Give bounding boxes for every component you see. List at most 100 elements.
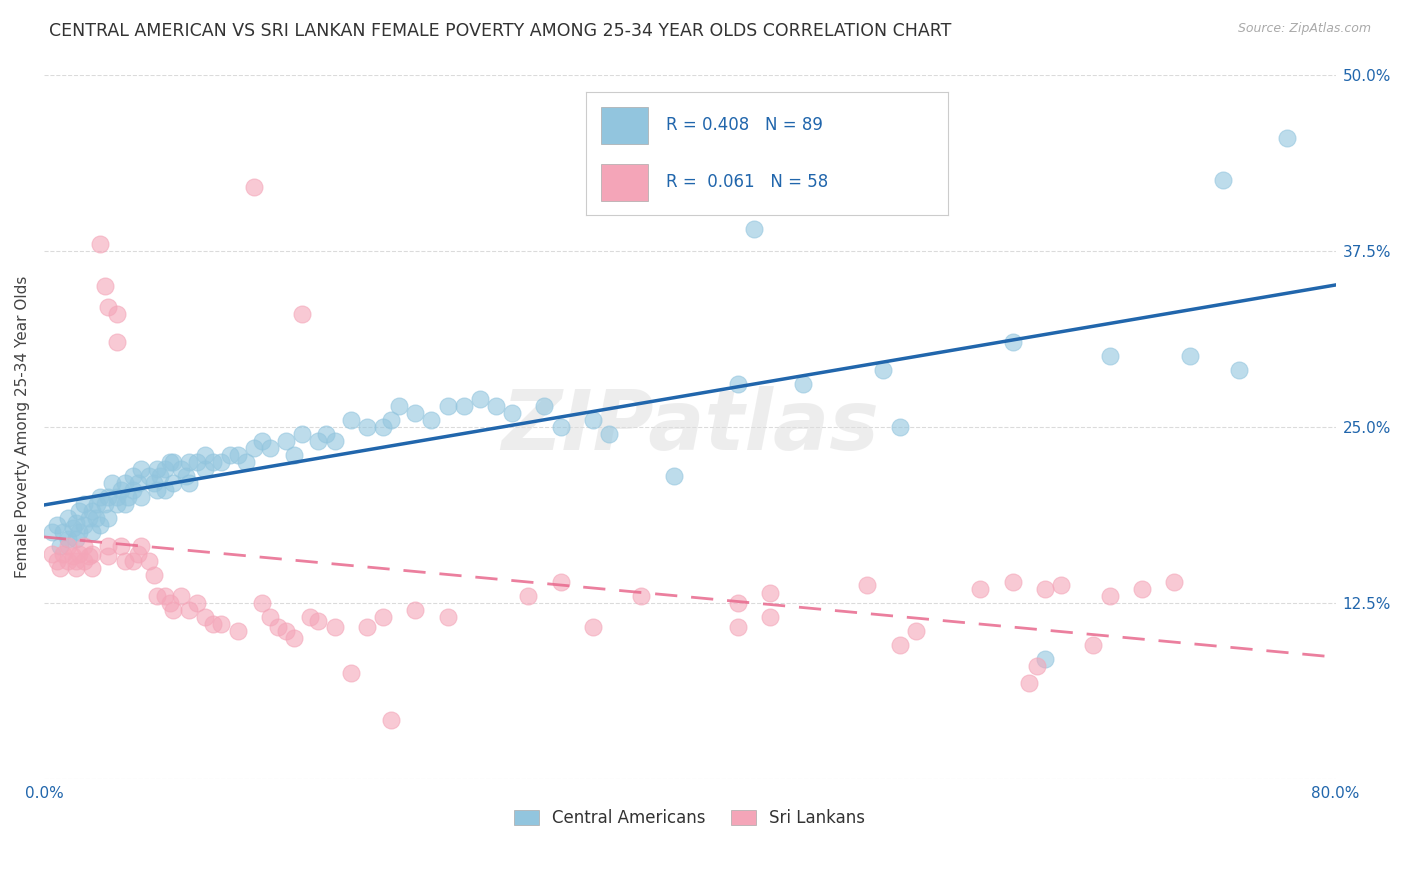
Point (211, 455, 233, 469)
Point (129, 540, 152, 554)
Point (1025, 659, 1047, 673)
Point (41, 525, 63, 540)
Point (243, 441, 266, 455)
Point (62, 521, 84, 535)
Point (179, 476, 201, 491)
Point (186, 596, 208, 610)
Point (250, 434, 273, 448)
Point (94, 497, 117, 511)
Point (84, 511, 107, 525)
Point (65, 533, 87, 547)
Point (73, 540, 96, 554)
Point (759, 586, 782, 600)
Point (356, 419, 378, 434)
Point (889, 419, 911, 434)
Point (436, 399, 458, 413)
Point (153, 462, 176, 476)
Point (52, 547, 75, 561)
Point (501, 406, 523, 420)
Point (259, 610, 281, 624)
Point (146, 462, 169, 476)
Point (97, 300, 120, 314)
Point (77, 511, 100, 525)
Point (1018, 676, 1040, 690)
Point (1212, 173, 1234, 187)
Legend: Central Americans, Sri Lankans: Central Americans, Sri Lankans (508, 803, 872, 834)
Point (127, 476, 149, 491)
Point (97, 490, 120, 504)
Point (65, 560, 87, 574)
Point (82, 525, 104, 540)
Point (662, 469, 685, 483)
Point (129, 490, 152, 504)
Point (315, 426, 337, 441)
Point (533, 399, 555, 413)
Point (371, 610, 394, 624)
Point (41, 547, 63, 561)
Point (630, 589, 652, 603)
Point (52, 525, 75, 540)
Point (159, 596, 181, 610)
Point (323, 620, 346, 634)
Point (49, 560, 72, 574)
Point (121, 553, 143, 567)
Point (550, 419, 572, 434)
Text: Source: ZipAtlas.com: Source: ZipAtlas.com (1237, 22, 1371, 36)
Point (1033, 582, 1056, 596)
Point (179, 603, 201, 617)
Point (105, 307, 128, 321)
Point (727, 377, 749, 392)
Point (82, 504, 104, 518)
Point (598, 426, 620, 441)
Point (1163, 574, 1185, 589)
Point (259, 441, 281, 455)
Point (110, 540, 132, 554)
Point (45, 518, 67, 533)
Point (162, 455, 184, 469)
Point (1001, 335, 1024, 350)
Point (62, 549, 84, 564)
Point (380, 412, 402, 426)
Point (56, 553, 79, 567)
Point (129, 462, 152, 476)
Point (194, 448, 217, 462)
Point (727, 596, 749, 610)
Point (1050, 577, 1073, 591)
Point (468, 392, 491, 406)
Point (307, 434, 329, 448)
Point (299, 610, 322, 624)
Point (388, 399, 411, 413)
Point (1098, 349, 1121, 363)
Point (235, 455, 257, 469)
Point (170, 462, 193, 476)
Point (1098, 589, 1121, 603)
Text: ZIPatlas: ZIPatlas (501, 386, 879, 467)
Point (274, 624, 297, 638)
Point (243, 180, 266, 194)
Point (89, 236, 111, 251)
Point (159, 455, 181, 469)
Point (283, 631, 305, 645)
Point (56, 511, 79, 525)
Point (97, 540, 120, 554)
Point (142, 476, 165, 491)
Point (110, 483, 132, 497)
Point (356, 620, 378, 634)
Point (67, 525, 90, 540)
Point (114, 476, 136, 491)
Point (146, 589, 169, 603)
Point (179, 455, 201, 469)
Point (371, 419, 394, 434)
Point (94, 278, 117, 293)
Point (856, 577, 879, 591)
Point (1227, 363, 1250, 377)
Point (250, 596, 273, 610)
Point (1130, 582, 1153, 596)
Point (56, 540, 79, 554)
Point (380, 713, 402, 727)
Point (97, 549, 120, 564)
Point (67, 547, 90, 561)
Point (162, 603, 184, 617)
Point (97, 511, 120, 525)
Point (202, 455, 225, 469)
